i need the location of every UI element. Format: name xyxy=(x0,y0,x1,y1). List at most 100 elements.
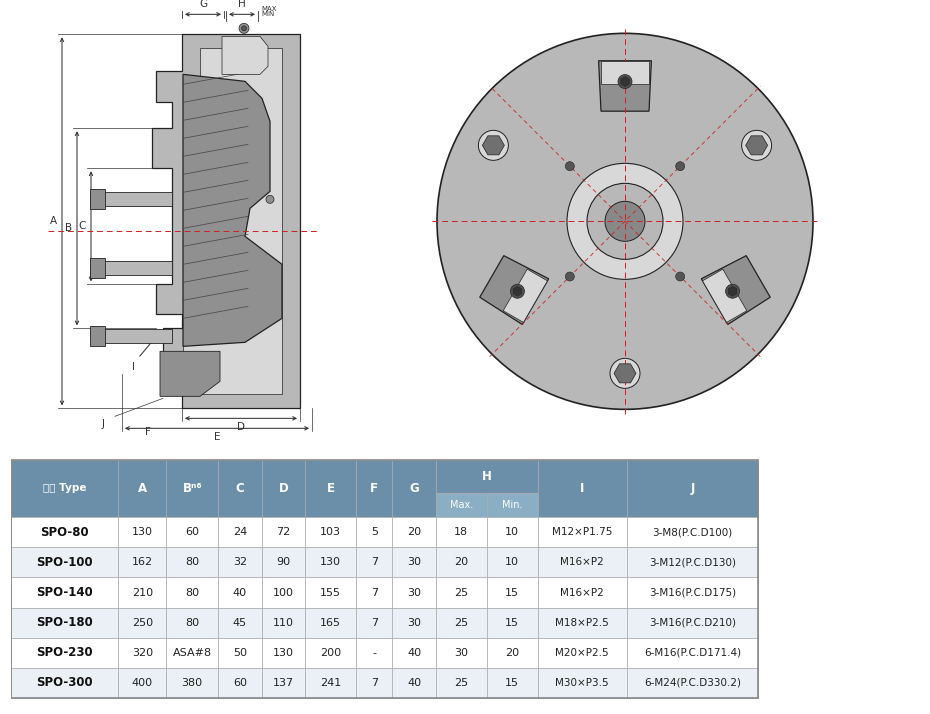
FancyBboxPatch shape xyxy=(356,460,392,517)
FancyBboxPatch shape xyxy=(261,638,305,668)
Text: 20: 20 xyxy=(505,648,519,658)
FancyBboxPatch shape xyxy=(166,578,219,608)
Circle shape xyxy=(567,164,683,279)
Text: ASA#8: ASA#8 xyxy=(173,648,212,658)
FancyBboxPatch shape xyxy=(436,517,486,548)
Text: 137: 137 xyxy=(272,678,294,688)
Text: 162: 162 xyxy=(132,558,153,568)
Text: 3-M16(P.C.D210): 3-M16(P.C.D210) xyxy=(649,618,736,628)
Circle shape xyxy=(242,26,246,31)
Polygon shape xyxy=(599,61,651,111)
FancyBboxPatch shape xyxy=(538,460,627,517)
FancyBboxPatch shape xyxy=(219,578,261,608)
Polygon shape xyxy=(480,256,549,324)
Text: M20×P2.5: M20×P2.5 xyxy=(555,648,609,658)
FancyBboxPatch shape xyxy=(166,638,219,668)
Text: D: D xyxy=(237,423,245,433)
Text: 400: 400 xyxy=(132,678,153,688)
Polygon shape xyxy=(90,189,105,209)
Text: Min.: Min. xyxy=(502,500,523,510)
Text: 3-M16(P.C.D175): 3-M16(P.C.D175) xyxy=(649,588,736,598)
Text: 80: 80 xyxy=(185,558,199,568)
Circle shape xyxy=(565,161,575,171)
FancyBboxPatch shape xyxy=(627,668,758,698)
FancyBboxPatch shape xyxy=(392,548,436,578)
FancyBboxPatch shape xyxy=(166,460,219,517)
Text: 155: 155 xyxy=(320,588,341,598)
Polygon shape xyxy=(701,256,770,324)
Text: 320: 320 xyxy=(132,648,153,658)
FancyBboxPatch shape xyxy=(166,548,219,578)
FancyBboxPatch shape xyxy=(486,668,538,698)
Text: 30: 30 xyxy=(407,618,421,628)
FancyBboxPatch shape xyxy=(118,608,166,638)
Text: 15: 15 xyxy=(505,678,519,688)
FancyBboxPatch shape xyxy=(538,578,627,608)
Circle shape xyxy=(239,24,249,34)
FancyBboxPatch shape xyxy=(392,638,436,668)
FancyBboxPatch shape xyxy=(261,517,305,548)
Text: 241: 241 xyxy=(320,678,341,688)
Text: 30: 30 xyxy=(455,648,469,658)
FancyBboxPatch shape xyxy=(118,638,166,668)
FancyBboxPatch shape xyxy=(627,578,758,608)
Text: 40: 40 xyxy=(407,648,421,658)
Text: 30: 30 xyxy=(407,588,421,598)
Text: 40: 40 xyxy=(232,588,247,598)
Polygon shape xyxy=(97,261,172,276)
FancyBboxPatch shape xyxy=(261,578,305,608)
FancyBboxPatch shape xyxy=(486,578,538,608)
FancyBboxPatch shape xyxy=(305,638,356,668)
Circle shape xyxy=(725,284,739,298)
Text: SPO-300: SPO-300 xyxy=(36,676,93,690)
Polygon shape xyxy=(746,136,767,155)
Text: H: H xyxy=(482,470,492,483)
Text: H: H xyxy=(238,0,246,9)
Text: 20: 20 xyxy=(455,558,469,568)
Text: 130: 130 xyxy=(320,558,341,568)
Text: 10: 10 xyxy=(505,527,519,537)
FancyBboxPatch shape xyxy=(538,638,627,668)
FancyBboxPatch shape xyxy=(436,668,486,698)
Text: 3-M8(P.C.D100): 3-M8(P.C.D100) xyxy=(652,527,733,537)
FancyBboxPatch shape xyxy=(219,668,261,698)
Text: 15: 15 xyxy=(505,588,519,598)
Circle shape xyxy=(618,74,632,89)
FancyBboxPatch shape xyxy=(392,578,436,608)
Text: SPO-100: SPO-100 xyxy=(36,556,93,569)
FancyBboxPatch shape xyxy=(436,578,486,608)
FancyBboxPatch shape xyxy=(356,578,392,608)
FancyBboxPatch shape xyxy=(219,638,261,668)
FancyBboxPatch shape xyxy=(538,517,627,548)
Text: 130: 130 xyxy=(273,648,294,658)
FancyBboxPatch shape xyxy=(356,638,392,668)
Text: 30: 30 xyxy=(407,558,421,568)
Text: 7: 7 xyxy=(371,558,378,568)
Text: 45: 45 xyxy=(232,618,247,628)
FancyBboxPatch shape xyxy=(436,638,486,668)
FancyBboxPatch shape xyxy=(392,668,436,698)
Text: M16×P2: M16×P2 xyxy=(560,588,604,598)
FancyBboxPatch shape xyxy=(305,517,356,548)
Polygon shape xyxy=(620,76,630,86)
Text: 25: 25 xyxy=(455,678,469,688)
FancyBboxPatch shape xyxy=(436,608,486,638)
FancyBboxPatch shape xyxy=(305,668,356,698)
Polygon shape xyxy=(90,326,105,346)
Text: E: E xyxy=(326,482,335,495)
Circle shape xyxy=(587,183,663,259)
FancyBboxPatch shape xyxy=(11,517,118,548)
Text: B: B xyxy=(65,223,72,233)
Text: 24: 24 xyxy=(232,527,247,537)
Text: 103: 103 xyxy=(320,527,341,537)
FancyBboxPatch shape xyxy=(219,608,261,638)
FancyBboxPatch shape xyxy=(538,548,627,578)
Circle shape xyxy=(478,131,509,161)
FancyBboxPatch shape xyxy=(627,460,758,517)
Text: SPO-180: SPO-180 xyxy=(36,616,93,629)
FancyBboxPatch shape xyxy=(219,548,261,578)
Text: -: - xyxy=(372,648,377,658)
Polygon shape xyxy=(513,286,522,296)
Text: 6-M24(P.C.D330.2): 6-M24(P.C.D330.2) xyxy=(644,678,741,688)
Text: SPO-140: SPO-140 xyxy=(36,586,93,599)
